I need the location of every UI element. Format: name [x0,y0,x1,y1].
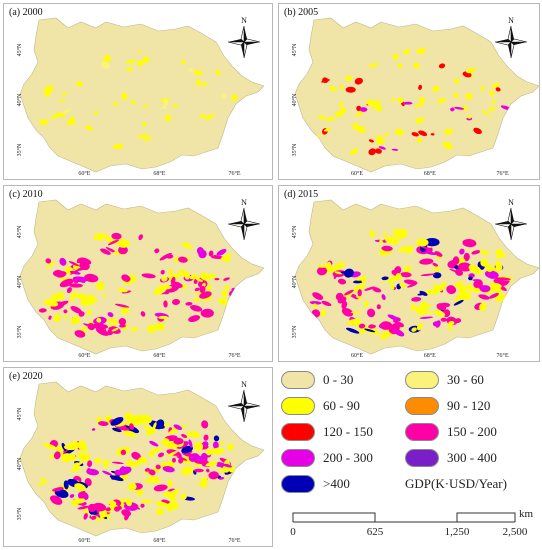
latitude-label: 45°N [16,225,23,238]
legend-label: >400 [323,476,350,491]
scale-label-625: 625 [366,526,384,538]
north-arrow-icon: N [227,16,261,59]
longitude-label: 68°E [153,170,165,177]
legend-swatch [405,449,439,467]
longitude-label: 60°E [78,170,90,177]
panel-label: (a) 2000 [9,7,43,18]
legend-label: 60 - 90 [323,398,360,413]
longitude-label: 68°E [153,537,165,544]
latitude-label: 35°N [16,325,23,338]
longitude-label: 60°E [78,537,90,544]
panel-label: (b) 2005 [284,7,319,18]
legend-label: 0 - 30 [323,372,354,387]
longitude-label: 60°E [78,352,90,359]
legend-label: 90 - 120 [447,398,491,413]
north-arrow-icon: N [227,198,261,241]
legend-label: 200 - 300 [323,450,373,465]
scale-unit: km [519,508,534,520]
longitude-label: 68°E [153,352,165,359]
gdp-patches [39,50,238,150]
basin-region [19,17,265,173]
latitude-label: 35°N [291,325,298,338]
legend-swatch [281,475,315,493]
latitude-label: 40°N [16,457,23,470]
map-panel-2020: N 45°N 40°N 35°N 60°E 68°E 76°E (e) 2020 [3,367,273,547]
legend-swatch [281,371,315,389]
scale-label-2500: 2,500 [502,526,528,538]
longitude-label: 76°E [497,170,509,177]
north-label: N [241,16,247,25]
legend-label: 30 - 60 [447,372,484,387]
longitude-label: 68°E [424,170,436,177]
north-arrow-icon: N [494,16,528,59]
gdp-patches [313,47,512,156]
map-svg: N 45°N 40°N 35°N 60°E 68°E 76°E [16,380,265,544]
north-arrow-icon: N [227,380,261,423]
legend-swatch [281,397,315,415]
longitude-label: 76°E [228,170,240,177]
map-svg: N 45°N 40°N 35°N 60°E 68°E 76°E [291,198,539,359]
legend-unit: GDP(K·USD/Year) [405,476,507,491]
legend-swatch [405,423,439,441]
latitude-label: 45°N [16,43,23,56]
latitude-label: 35°N [291,143,298,156]
legend-label: 150 - 200 [447,424,497,439]
map-svg: N 45°N 40°N 35°N 60°E 68°E 76°E [16,198,265,359]
north-label: N [508,198,514,207]
scale-label-1250: 1,250 [444,526,470,538]
gdp-patches [37,412,236,521]
longitude-label: 76°E [228,352,240,359]
latitude-label: 40°N [16,275,23,288]
longitude-label: 68°E [424,352,436,359]
scale-label-0: 0 [290,526,296,538]
latitude-label: 35°N [16,507,23,520]
north-label: N [241,380,247,389]
latitude-label: 45°N [291,225,298,238]
panel-label: (d) 2015 [284,189,319,200]
gdp-patches [309,229,513,340]
map-panel-2015: N 45°N 40°N 35°N 60°E 68°E 76°E (d) 2015 [278,185,540,362]
scale-bar: 0 625 1,250 2,500 km [287,508,535,544]
longitude-label: 60°E [351,170,363,177]
legend-label: 120 - 150 [323,424,373,439]
panel-label: (c) 2010 [9,189,43,200]
legend-swatch [281,423,315,441]
basin-region [19,199,265,355]
legend: 0 - 30 30 - 60 60 - 90 90 - 120 120 - 15… [281,365,539,547]
north-arrow-icon: N [494,198,528,241]
latitude-label: 35°N [16,143,23,156]
legend-swatch [405,397,439,415]
longitude-label: 60°E [351,352,363,359]
latitude-label: 45°N [16,407,23,420]
longitude-label: 76°E [497,352,509,359]
latitude-label: 40°N [16,93,23,106]
map-panel-2000: N 45°N 40°N 35°N 60°E 68°E 76°E (a) 2000 [3,3,273,180]
longitude-label: 76°E [228,537,240,544]
map-svg: N 45°N 40°N 35°N 60°E 68°E 76°E [291,16,539,177]
legend-swatch [405,371,439,389]
scale-bar-graphic [292,512,516,523]
map-svg: N 45°N 40°N 35°N 60°E 68°E 76°E [16,16,265,177]
north-label: N [508,16,514,25]
panel-label: (e) 2020 [9,371,43,382]
latitude-label: 40°N [291,275,298,288]
legend-swatch [281,449,315,467]
legend-label: 300 - 400 [447,450,497,465]
latitude-label: 45°N [291,43,298,56]
latitude-label: 40°N [291,93,298,106]
map-panel-2005: N 45°N 40°N 35°N 60°E 68°E 76°E (b) 2005 [278,3,540,180]
north-label: N [241,198,247,207]
basin-region [294,199,539,355]
map-panel-2010: N 45°N 40°N 35°N 60°E 68°E 76°E (c) 2010 [3,185,273,362]
